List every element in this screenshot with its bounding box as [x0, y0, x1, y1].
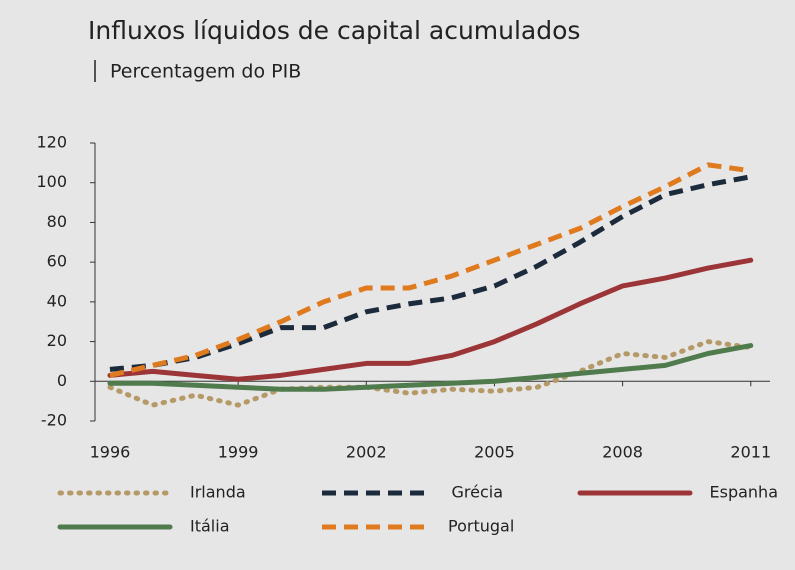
- y-tick-label: 80: [47, 212, 67, 231]
- y-tick-label: 0: [57, 371, 67, 390]
- y-tick-label: 100: [36, 172, 67, 191]
- series-line: [107, 339, 754, 408]
- y-tick-label: 60: [47, 252, 67, 271]
- x-tick-label: 2011: [730, 443, 771, 462]
- x-tick-label: 2008: [602, 443, 643, 462]
- x-tick-label: 2002: [346, 443, 387, 462]
- y-tick-label: 120: [36, 133, 67, 152]
- y-tick-label: -20: [41, 411, 67, 430]
- series-line: [109, 174, 752, 372]
- legend-label: Portugal: [448, 517, 514, 536]
- chart-title: Influxos líquidos de capital acumulados: [88, 16, 580, 45]
- series-line: [107, 257, 754, 382]
- x-tick-label: 1996: [90, 443, 131, 462]
- chart-subtitle: Percentagem do PIB: [110, 61, 301, 83]
- y-tick-label: 40: [47, 291, 67, 310]
- y-tick-label: 20: [47, 331, 67, 350]
- legend-label: Grécia: [451, 483, 503, 502]
- legend-label: Espanha: [710, 483, 779, 502]
- x-tick-label: 2005: [474, 443, 515, 462]
- x-tick-label: 1999: [218, 443, 259, 462]
- legend-label: Irlanda: [190, 483, 246, 502]
- legend-label: Itália: [190, 517, 230, 536]
- series-line: [109, 162, 752, 378]
- series-line: [107, 343, 754, 392]
